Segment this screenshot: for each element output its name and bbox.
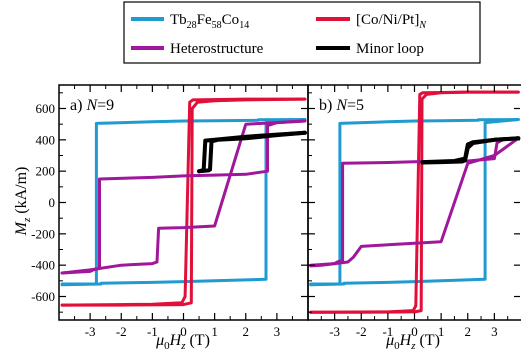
y-tick-label: -600	[31, 289, 55, 304]
x-tick-label: 1	[438, 324, 445, 339]
x-tick-label: 2	[243, 324, 250, 339]
panel-annotation: b) N=5	[319, 97, 364, 114]
x-tick-label: -2	[116, 324, 127, 339]
x-tick-label: -2	[356, 324, 367, 339]
x-tick-label: -1	[382, 324, 393, 339]
x-tick-label: 3	[491, 324, 498, 339]
x-tick-label: 3	[274, 324, 281, 339]
series-line-het_b	[60, 119, 307, 275]
series-line-het	[60, 119, 307, 275]
series-line-tb	[309, 118, 520, 286]
series-line-tb_b	[309, 118, 520, 287]
x-tick-label: -3	[85, 324, 96, 339]
y-tick-label: -200	[31, 226, 55, 241]
x-tick-label: -1	[147, 324, 158, 339]
legend-box	[123, 1, 481, 64]
series-group	[309, 90, 521, 314]
legend-label-tb: Tb28Fe58Co14	[170, 12, 249, 31]
series-line-cnp_b	[60, 97, 307, 307]
panel-b: -3 -2 -1 0 1 2 3 b) N=5 μ0Hz (T)	[307, 84, 521, 351]
series-line-minor_b	[420, 136, 521, 165]
x-tick-label: 0	[180, 324, 187, 339]
y-tick-label: 0	[49, 195, 56, 210]
legend-label-cnp: [Co/Ni/Pt]N	[356, 12, 427, 31]
x-tick-label: 2	[465, 324, 472, 339]
series-group	[60, 97, 307, 307]
y-tick-label: 600	[36, 101, 56, 116]
panel-a: -3 -2 -1 0 1 2 3 -600 -400 -200 0 200 400 600 a) N=9 μ0…	[31, 84, 309, 351]
x-tick-label: -3	[329, 324, 340, 339]
series-line-tb	[60, 118, 307, 286]
legend: Tb28Fe58Co14 [Co/Ni/Pt]N Heterostructure…	[123, 1, 481, 64]
legend-label-minor: Minor loop	[356, 41, 424, 57]
x-tick-label: 0	[411, 324, 418, 339]
series-line-cnp_b	[309, 90, 520, 314]
x-tick-label: 1	[211, 324, 218, 339]
series-line-tb_b	[60, 118, 307, 287]
y-axis-label: Mz (kA/m)	[13, 167, 33, 237]
series-line-het_b	[309, 136, 520, 268]
series-line-minor_b	[197, 130, 307, 174]
x-axis-label: μ0Hz (T)	[155, 332, 210, 351]
y-tick-label: 400	[36, 132, 56, 147]
y-tick-label: -400	[31, 258, 55, 273]
legend-label-het: Heterostructure	[170, 41, 264, 57]
panel-annotation: a) N=9	[70, 97, 114, 114]
y-tick-label: 200	[36, 164, 56, 179]
x-axis-label: μ0Hz (T)	[385, 332, 440, 351]
